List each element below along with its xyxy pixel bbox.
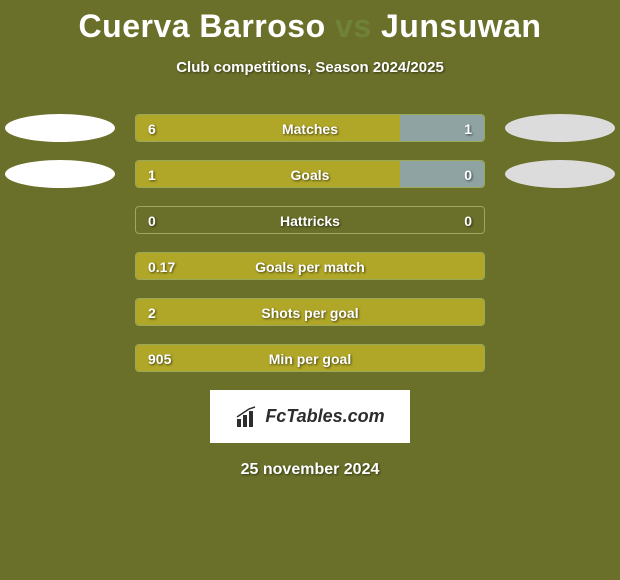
bar-track: 2Shots per goal (135, 298, 485, 326)
vs-label: vs (335, 8, 372, 44)
stat-value-right: 0 (464, 207, 472, 234)
stat-row: 0Hattricks0 (135, 206, 485, 234)
player2-badge (505, 160, 615, 188)
stat-label: Shots per goal (136, 299, 484, 326)
stat-label: Goals per match (136, 253, 484, 280)
player1-badge (5, 160, 115, 188)
fctables-logo: FcTables.com (210, 390, 410, 443)
stats-area: 6Matches11Goals00Hattricks00.17Goals per… (0, 114, 620, 372)
stat-row: 6Matches1 (135, 114, 485, 142)
stat-row: 0.17Goals per match (135, 252, 485, 280)
stat-value-right: 0 (464, 161, 472, 188)
logo-text: FcTables.com (265, 406, 384, 427)
bar-track: 6Matches1 (135, 114, 485, 142)
player2-name: Junsuwan (381, 8, 541, 44)
stat-label: Min per goal (136, 345, 484, 372)
subtitle: Club competitions, Season 2024/2025 (0, 59, 620, 76)
bar-track: 1Goals0 (135, 160, 485, 188)
stat-label: Goals (136, 161, 484, 188)
comparison-title: Cuerva Barroso vs Junsuwan (0, 0, 620, 45)
player2-badge (505, 114, 615, 142)
stat-label: Hattricks (136, 207, 484, 234)
player1-name: Cuerva Barroso (79, 8, 326, 44)
chart-icon (235, 405, 259, 429)
stat-row: 1Goals0 (135, 160, 485, 188)
stat-row: 2Shots per goal (135, 298, 485, 326)
player1-badge (5, 114, 115, 142)
date-label: 25 november 2024 (0, 461, 620, 479)
stat-label: Matches (136, 115, 484, 142)
stat-row: 905Min per goal (135, 344, 485, 372)
infographic-container: Cuerva Barroso vs Junsuwan Club competit… (0, 0, 620, 580)
stat-value-right: 1 (464, 115, 472, 142)
bar-track: 905Min per goal (135, 344, 485, 372)
bar-track: 0Hattricks0 (135, 206, 485, 234)
bar-track: 0.17Goals per match (135, 252, 485, 280)
